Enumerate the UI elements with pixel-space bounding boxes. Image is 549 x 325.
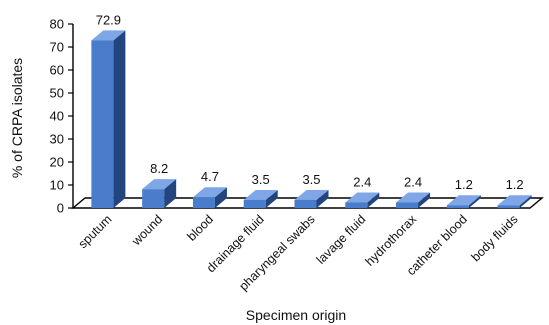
y-axis-title: % of CRPA isolates [9, 58, 25, 178]
bar-top-face [294, 189, 329, 200]
bar-catheter-blood [446, 195, 481, 208]
bar-front-face [396, 202, 419, 208]
bar-side-face [367, 192, 380, 208]
bar-front-face [446, 205, 469, 208]
y-tick-label: 0 [57, 201, 64, 216]
bar-hydrothorax [396, 192, 431, 208]
y-axis-ticks: 0 10 20 30 40 50 60 70 80 [50, 17, 73, 216]
category-label: sputum [76, 212, 115, 251]
bar-top-face [192, 187, 227, 198]
bar-side-face [519, 195, 532, 208]
y-tick-label: 40 [50, 109, 64, 124]
data-label: 8.2 [150, 161, 168, 176]
bar-top-face [91, 30, 126, 41]
data-label: 72.9 [96, 12, 121, 27]
bar-top-face [243, 189, 278, 200]
bar-side-face [113, 30, 126, 208]
data-labels: 72.9 8.2 4.7 3.5 3.5 2.4 2.4 1.2 1.2 [96, 12, 524, 192]
bars [91, 30, 532, 208]
bar-front-face [142, 189, 165, 208]
y-tick-label: 30 [50, 132, 64, 147]
bar-side-face [265, 189, 278, 208]
bar-top-face [446, 195, 481, 206]
data-label: 4.7 [201, 169, 219, 184]
bar-front-face [243, 199, 266, 208]
bar-front-face [91, 40, 114, 208]
y-tick-label: 20 [50, 155, 64, 170]
category-label: blood [185, 212, 217, 244]
data-label: 2.4 [404, 174, 422, 189]
y-tick-label: 50 [50, 86, 64, 101]
bar-pharyngeal-swabs [294, 189, 329, 208]
bar-top-face [345, 192, 380, 203]
bar-side-face [316, 189, 329, 208]
bar-top-face [396, 192, 431, 203]
bar-top-face [497, 195, 532, 206]
bar-side-face [468, 195, 481, 208]
data-label: 2.4 [353, 174, 371, 189]
category-label: wound [129, 212, 166, 249]
category-label: body fluids [469, 212, 521, 264]
bar-side-face [418, 192, 431, 208]
bar-front-face [192, 197, 215, 208]
bar-side-face [164, 179, 177, 208]
x-axis-title: Specimen origin [246, 307, 346, 323]
bar-front-face [497, 205, 520, 208]
bar-drainage-fluid [243, 189, 278, 208]
category-label: lavage fluid [314, 212, 369, 267]
bar-blood [192, 187, 227, 208]
y-tick-label: 80 [50, 17, 64, 32]
bar-side-face [214, 187, 227, 208]
y-tick-label: 10 [50, 178, 64, 193]
data-label: 1.2 [506, 177, 524, 192]
data-label: 3.5 [252, 172, 270, 187]
data-label: 1.2 [455, 177, 473, 192]
bar-top-face [142, 179, 177, 190]
y-tick-label: 70 [50, 40, 64, 55]
data-label: 3.5 [302, 172, 320, 187]
bar-front-face [345, 202, 368, 208]
bar-wound [142, 179, 177, 208]
y-tick-label: 60 [50, 63, 64, 78]
bar-sputum [91, 30, 126, 208]
bar-body-fluids [497, 195, 532, 208]
bar-front-face [294, 199, 317, 208]
bar-lavage-fluid [345, 192, 380, 208]
